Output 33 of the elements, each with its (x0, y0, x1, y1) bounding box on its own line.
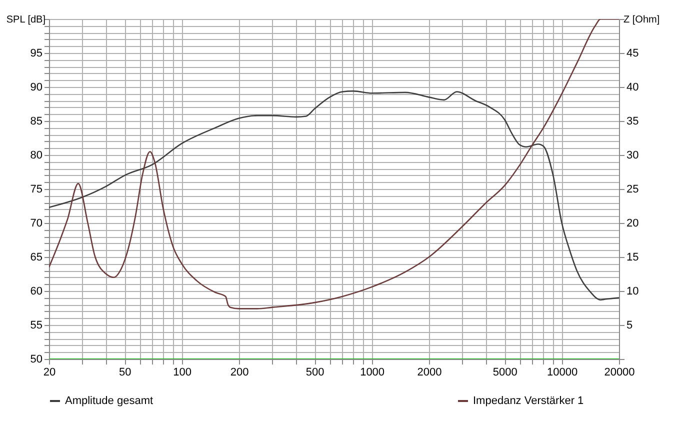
y-axis-title: SPL [dB] (6, 14, 46, 26)
y-tick-label: 75 (30, 184, 42, 196)
y2-tick-label: 5 (626, 320, 633, 332)
y-tick-label: 65 (30, 252, 42, 264)
x-tick-label: 1000 (360, 366, 385, 378)
y-tick-label: 50 (30, 354, 42, 366)
x-tick-label: 100 (173, 366, 192, 378)
x-tick-label: 500 (306, 366, 324, 378)
x-tick-label: 5000 (492, 366, 518, 378)
y2-tick-label: 35 (626, 116, 639, 128)
legend-label: Impedanz Verstärker 1 (473, 395, 584, 407)
x-tick-label: 20000 (604, 366, 635, 378)
y-tick-label: 60 (30, 286, 42, 298)
y2-tick-label: 30 (626, 150, 639, 162)
y-tick-label: 80 (30, 150, 42, 162)
y2-tick-label: 40 (626, 82, 639, 94)
y-tick-label: 70 (30, 218, 42, 230)
y-tick-label: 90 (30, 82, 42, 94)
y2-tick-label: 20 (626, 218, 639, 230)
x-tick-label: 200 (230, 366, 249, 378)
y-tick-label: 55 (30, 320, 42, 332)
y2-tick-label: 25 (626, 184, 639, 196)
y2-axis-title: Z [Ohm] (624, 14, 660, 26)
x-tick-label: 20 (43, 366, 56, 378)
legend-label: Amplitude gesamt (65, 395, 154, 407)
y-tick-label: 85 (30, 116, 42, 128)
y2-tick-label: 15 (626, 252, 639, 264)
x-tick-label: 2000 (417, 366, 442, 378)
x-tick-label: 10000 (547, 366, 578, 378)
y2-tick-label: 10 (626, 286, 639, 298)
x-tick-label: 50 (118, 366, 132, 378)
y-tick-label: 95 (30, 48, 42, 60)
y2-tick-label: 45 (626, 48, 639, 60)
